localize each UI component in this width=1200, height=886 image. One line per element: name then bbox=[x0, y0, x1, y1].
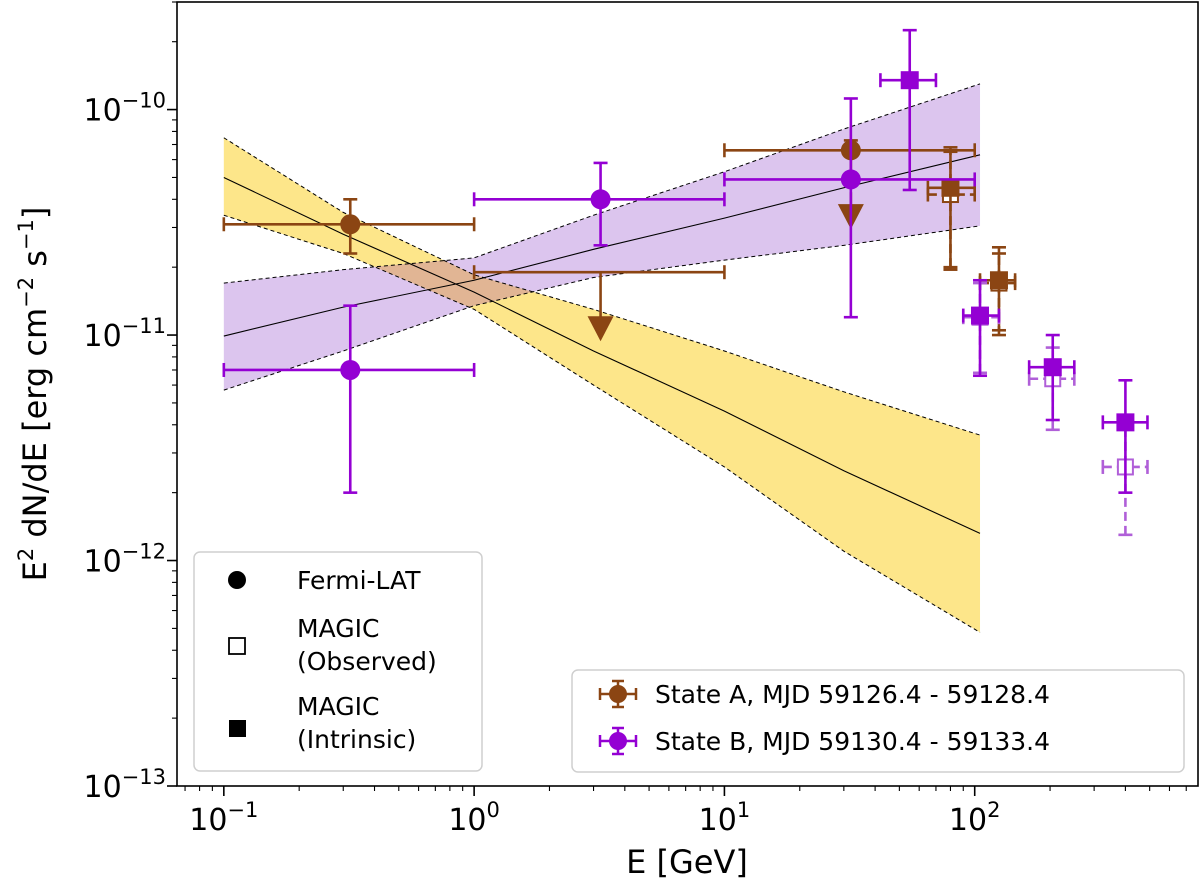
legend-states-frame bbox=[571, 669, 1185, 773]
x-tick-label: 102 bbox=[949, 798, 1001, 838]
series-state-b bbox=[222, 28, 1149, 537]
x-tick-label: 101 bbox=[699, 798, 751, 838]
band-a-upper-edge bbox=[223, 137, 981, 436]
magic-intrinsic-point-b bbox=[900, 71, 919, 90]
magic-intrinsic-point-b bbox=[1116, 413, 1135, 432]
band-b-upper-edge bbox=[223, 83, 981, 284]
plot-frame bbox=[176, 1, 1199, 787]
legend-states: State A, MJD 59126.4 - 59128.4 State B, … bbox=[571, 669, 1185, 773]
band-state-b bbox=[223, 83, 981, 391]
legend-frame bbox=[193, 551, 483, 772]
band-state-a bbox=[223, 137, 981, 633]
data-marks bbox=[222, 28, 1149, 537]
legend-state-a-marker bbox=[598, 679, 638, 709]
legend-magic-observed-marker bbox=[228, 637, 246, 655]
x-tick-label: 100 bbox=[448, 798, 500, 838]
fit-line-a bbox=[223, 176, 981, 534]
legend-fermi-label: Fermi-LAT bbox=[297, 566, 421, 595]
band-b-lower-edge bbox=[223, 225, 981, 391]
legend-magic-observed-label-2: (Observed) bbox=[297, 647, 437, 676]
band-a-lower-edge bbox=[223, 214, 981, 633]
magic-intrinsic-point-b bbox=[1043, 358, 1062, 377]
legend-fermi-marker bbox=[228, 571, 246, 589]
series-state-a bbox=[222, 139, 1017, 342]
legend-magic-observed-label-1: MAGIC bbox=[297, 614, 379, 643]
legend-magic-intrinsic-label-2: (Intrinsic) bbox=[297, 725, 416, 754]
y-axis-label: E2 dN/dE [erg cm−2 s−1] bbox=[14, 207, 54, 582]
legend-state-b-label: State B, MJD 59130.4 - 59133.4 bbox=[655, 727, 1050, 756]
axis-tick-labels: 10−1 100 101 102 10−13 10−12 10−11 10−10 bbox=[83, 89, 1000, 838]
fermi-point-b bbox=[340, 359, 361, 380]
y-tick-label: 10−12 bbox=[83, 540, 166, 580]
x-axis-label: E [GeV] bbox=[626, 843, 748, 881]
legend-magic-intrinsic-marker bbox=[229, 720, 246, 737]
legend-marker-types: Fermi-LAT MAGIC (Observed) MAGIC (Intrin… bbox=[193, 551, 483, 772]
y-tick-label: 10−10 bbox=[83, 89, 166, 129]
axis-ticks bbox=[167, 1, 1187, 796]
y-tick-label: 10−11 bbox=[83, 314, 166, 354]
x-tick-label: 10−1 bbox=[189, 798, 258, 838]
fermi-point-a bbox=[340, 214, 361, 235]
fit-bands bbox=[223, 83, 981, 633]
fit-line-b bbox=[223, 154, 981, 337]
fermi-point-b bbox=[840, 169, 861, 190]
legend-magic-intrinsic-label-1: MAGIC bbox=[297, 692, 379, 721]
fermi-upper-limit-a bbox=[587, 316, 614, 342]
legend-state-b-marker bbox=[598, 726, 638, 756]
y-tick-label: 10−13 bbox=[83, 765, 166, 805]
legend-state-a-label: State A, MJD 59126.4 - 59128.4 bbox=[655, 680, 1050, 709]
fermi-point-b bbox=[590, 189, 611, 210]
magic-intrinsic-point-a bbox=[941, 178, 960, 197]
magic-intrinsic-point-a bbox=[989, 271, 1008, 290]
magic-intrinsic-point-b bbox=[971, 306, 990, 325]
